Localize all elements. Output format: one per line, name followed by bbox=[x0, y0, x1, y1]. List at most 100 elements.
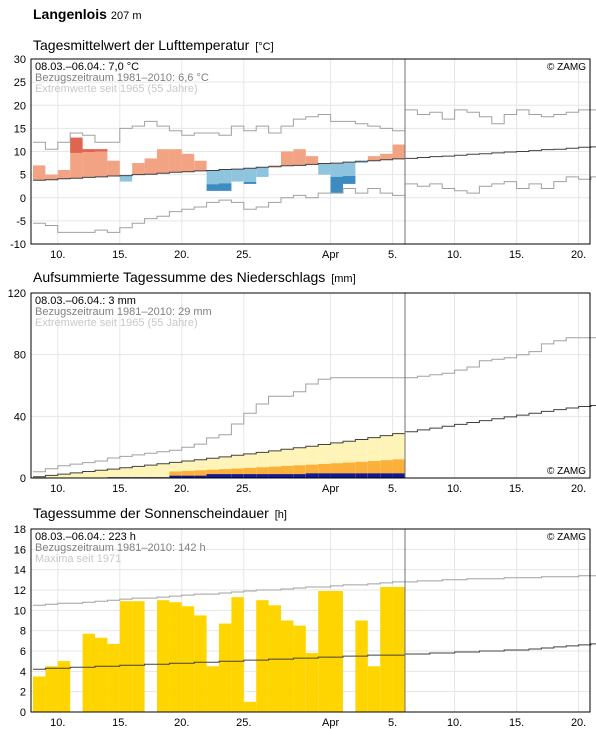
sunshine-y-tick-label: 14 bbox=[14, 565, 26, 577]
temperature-unit: [°C] bbox=[255, 41, 274, 53]
precipitation-x-tick-label: 15. bbox=[112, 483, 127, 495]
temperature-y-tick-label: 5 bbox=[20, 170, 26, 182]
temperature-y-tick-label: 0 bbox=[20, 193, 26, 205]
precipitation-actual-bar bbox=[181, 475, 195, 478]
temperature-anomaly-bar bbox=[132, 163, 145, 175]
sunshine-info-reference: Bezugszeitraum 1981–2010: 142 h bbox=[35, 542, 206, 554]
precipitation-fill-area bbox=[392, 459, 405, 478]
precipitation-normal-area bbox=[157, 463, 170, 478]
sunshine-bar bbox=[169, 602, 182, 712]
precipitation-actual-bar bbox=[256, 474, 269, 478]
precipitation-info-reference: Bezugszeitraum 1981–2010: 29 mm bbox=[35, 306, 212, 318]
precipitation-x-tick-label: 15. bbox=[509, 483, 524, 495]
sunshine-bar bbox=[367, 666, 381, 712]
temperature-y-tick-label: 25 bbox=[14, 77, 26, 89]
temperature-info-extremes: Extremwerte seit 1965 (55 Jahre) bbox=[35, 83, 198, 95]
temperature-y-tick-label: 15 bbox=[14, 123, 26, 135]
temperature-anomaly-bar bbox=[318, 163, 331, 175]
temperature-x-tick-label: 10. bbox=[447, 249, 462, 261]
sunshine-bar bbox=[45, 666, 58, 712]
temperature-x-tick-label: 20. bbox=[571, 249, 586, 261]
temperature-anomaly-bar bbox=[256, 167, 269, 177]
precipitation-actual-bar bbox=[343, 473, 356, 478]
sunshine-bar bbox=[206, 666, 219, 712]
sunshine-bar bbox=[355, 620, 368, 712]
sunshine-y-tick-label: 18 bbox=[14, 524, 26, 536]
sunshine-plot-frame bbox=[30, 528, 591, 713]
sunshine-title-text: Tagessumme der Sonnenscheindauer bbox=[33, 505, 269, 521]
precipitation-normal-area bbox=[95, 470, 108, 478]
temperature-info-period: 08.03.–06.04.: 7,0 °C bbox=[35, 61, 139, 73]
sunshine-bar bbox=[107, 643, 120, 712]
precipitation-normal-area bbox=[70, 472, 83, 478]
temperature-info-reference: Bezugszeitraum 1981–2010: 6,6 °C bbox=[35, 72, 209, 84]
precipitation-chart: 0 40 80 120 10. 15. 20. 25. Apr 5. 10. 15. 20. 08.03.… bbox=[8, 288, 596, 495]
temperature-anomaly-bar bbox=[243, 168, 257, 184]
precipitation-fill-area bbox=[169, 471, 182, 478]
precipitation-actual-bar bbox=[231, 474, 244, 478]
sunshine-chart: 0 2 4 6 8 10 12 14 16 18 10. 15. 20. 25. Apr 5. 10. 15. 20… bbox=[14, 524, 596, 729]
precipitation-actual-bar bbox=[392, 473, 405, 478]
precipitation-actual-bar bbox=[243, 474, 257, 478]
precipitation-fill-area bbox=[243, 467, 257, 478]
precipitation-x-tick-label: 10. bbox=[447, 483, 462, 495]
temperature-anomaly-bar bbox=[95, 149, 108, 177]
precipitation-actual-bar bbox=[206, 474, 219, 478]
sunshine-bar bbox=[95, 637, 108, 712]
precipitation-fill-area bbox=[181, 470, 195, 478]
precipitation-actual-bar bbox=[380, 473, 393, 478]
sunshine-y-tick-label: 8 bbox=[20, 626, 26, 638]
precipitation-info-extremes: Extremwerte seit 1965 (55 Jahre) bbox=[35, 317, 198, 329]
temperature-y-tick-label: 20 bbox=[14, 100, 26, 112]
sunshine-x-tick-label: 20. bbox=[571, 717, 586, 729]
sunshine-copyright: © ZAMG bbox=[547, 532, 586, 543]
precipitation-actual-bar bbox=[355, 473, 368, 478]
precipitation-normal-area bbox=[132, 466, 145, 478]
sunshine-max-line bbox=[33, 575, 596, 606]
precipitation-normal-line bbox=[33, 405, 596, 478]
temperature-anomaly-bar bbox=[268, 165, 281, 167]
temperature-anomaly-bar bbox=[107, 160, 120, 177]
precipitation-x-tick-label: 5. bbox=[388, 483, 397, 495]
sunshine-bar bbox=[181, 606, 195, 712]
temperature-anomaly-bar bbox=[355, 161, 368, 164]
sunshine-bar bbox=[219, 623, 232, 712]
sunshine-x-tick-label: 20. bbox=[174, 717, 189, 729]
precipitation-plot-frame bbox=[30, 292, 591, 479]
temperature-plot-frame bbox=[30, 58, 591, 245]
temperature-anomaly-bar bbox=[181, 153, 195, 172]
precipitation-info-period: 08.03.–06.04.: 3 mm bbox=[35, 295, 136, 307]
temperature-strong-anomaly-bar bbox=[206, 184, 219, 191]
temperature-anomaly-bar bbox=[367, 156, 381, 161]
sunshine-bar bbox=[33, 676, 46, 712]
precipitation-fill-area bbox=[231, 468, 244, 478]
precipitation-x-tick-label: 20. bbox=[571, 483, 586, 495]
station-altitude: 207 m bbox=[110, 10, 142, 22]
temperature-anomaly-bar bbox=[293, 149, 306, 166]
precipitation-x-tick-label: 10. bbox=[50, 483, 65, 495]
precipitation-normal-area bbox=[45, 475, 58, 478]
temperature-anomaly-bar bbox=[119, 175, 133, 182]
sunshine-x-tick-label: 15. bbox=[112, 717, 127, 729]
sunshine-bar bbox=[157, 600, 170, 712]
temperature-anomaly-bar bbox=[194, 160, 207, 171]
precipitation-actual-bar bbox=[169, 475, 182, 478]
temperature-title-text: Tagesmittelwert der Lufttemperatur bbox=[33, 37, 250, 53]
precipitation-normal-area bbox=[119, 467, 133, 478]
precipitation-actual-bar bbox=[367, 473, 381, 478]
precipitation-fill-area bbox=[219, 469, 232, 478]
sunshine-bar bbox=[293, 625, 306, 712]
precipitation-normal-area bbox=[144, 465, 157, 478]
sunshine-bar bbox=[330, 591, 343, 712]
temperature-anomaly-bar bbox=[45, 174, 58, 180]
precipitation-fill-area bbox=[194, 470, 207, 478]
temperature-anomaly-bar bbox=[57, 170, 71, 179]
temperature-anomaly-bar bbox=[157, 149, 170, 174]
temperature-strong-anomaly-bar bbox=[243, 182, 257, 184]
sunshine-x-tick-label: 5. bbox=[388, 717, 397, 729]
sunshine-unit: [h] bbox=[274, 509, 287, 521]
precipitation-actual-bar bbox=[219, 474, 232, 478]
sunshine-y-tick-label: 6 bbox=[20, 646, 26, 658]
temperature-y-tick-label: 10 bbox=[14, 147, 26, 159]
